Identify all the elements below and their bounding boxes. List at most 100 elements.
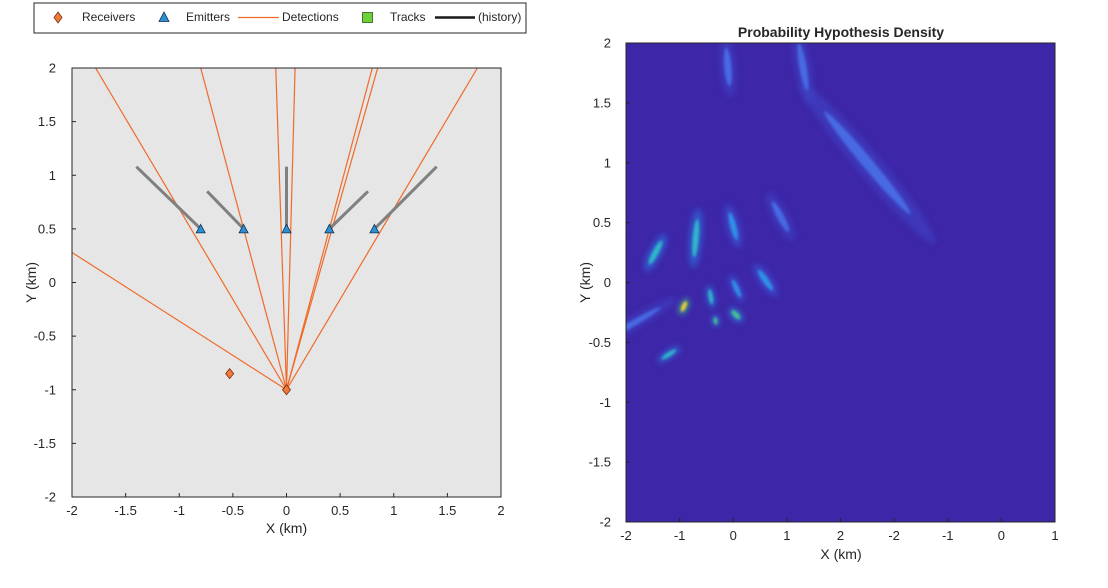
phd-blob-core-1 (692, 219, 700, 258)
phd-blob-0 (644, 233, 667, 272)
detection-line-6 (285, 68, 478, 391)
left-x-tick-label-5: 0.5 (331, 503, 349, 518)
phd-blob-core-4 (824, 111, 911, 215)
phd-plot-area (626, 43, 1055, 522)
legend-label-tracks: Tracks (390, 10, 426, 24)
phd-blob-core-11 (661, 349, 677, 360)
phd-blob-core-3 (771, 201, 790, 232)
legend-label-detections: Detections (282, 10, 339, 24)
left-x-tick-label-8: 2 (497, 503, 504, 518)
phd-x-tick-label-7: 0 (998, 528, 1005, 543)
detection-line-0 (95, 68, 288, 391)
phd-blob-core-7 (731, 279, 742, 298)
phd-x-tick-label-8: 1 (1051, 528, 1058, 543)
track-history-1 (206, 190, 245, 230)
phd-blob-core-2 (728, 212, 738, 241)
phd-x-tick-label-3: 1 (783, 528, 790, 543)
tracking-scene-axes: -2 -1.5 -1 -0.5 0 0.5 1 1.5 2 2 1.5 1 0.5 0 -0.5 -1 -1.5… (23, 61, 505, 537)
phd-y-tick-label-4: 0 (604, 275, 611, 290)
left-x-tick-label-3: -0.5 (222, 503, 244, 518)
track-history-4 (373, 165, 438, 230)
left-plot-content (72, 68, 478, 396)
phd-y-tick-label-1: 1.5 (593, 95, 611, 110)
phd-y-tick-label-7: -1.5 (589, 455, 611, 470)
phd-y-tick-label-2: 1 (604, 155, 611, 170)
left-x-tick-label-6: 1 (390, 503, 397, 518)
legend-label-emitters: Emitters (186, 10, 230, 24)
left-plot-area (72, 68, 501, 497)
phd-x-tick-label-0: -2 (620, 528, 632, 543)
phd-x-tick-label-2: 0 (730, 528, 737, 543)
legend-emitter-marker (158, 11, 170, 22)
phd-x-tick-label-1: -1 (674, 528, 686, 543)
track-history-3 (328, 190, 370, 230)
phd-blob-core-8 (757, 269, 773, 291)
phd-blob-1 (688, 208, 703, 269)
phd-blob-5 (678, 298, 690, 315)
left-x-tick-label-4: 0 (283, 503, 290, 518)
phd-blob-core-0 (648, 240, 663, 265)
left-y-tick-label-8: -2 (44, 490, 56, 505)
left-y-tick-label-6: -1 (44, 382, 56, 397)
left-x-axis-label: X (km) (266, 520, 307, 536)
phd-blob-core-14 (797, 43, 809, 91)
left-x-tick-label-2: -1 (173, 503, 185, 518)
phd-blob-3 (766, 192, 795, 241)
phd-blob-9 (711, 314, 720, 327)
emitter-marker-2 (281, 223, 292, 234)
phd-blob-core-9 (713, 317, 718, 325)
phd-blob-12 (626, 297, 677, 352)
legend-label-receivers: Receivers (82, 10, 135, 24)
left-y-tick-label-0: 2 (49, 61, 56, 76)
left-x-tick-label-0: -2 (66, 503, 78, 518)
phd-blob-2 (724, 204, 742, 248)
left-y-tick-label-1: 1.5 (38, 114, 56, 129)
phd-x-tick-label-6: -1 (942, 528, 954, 543)
receiver-marker-1 (281, 384, 292, 396)
left-y-tick-label-3: 0.5 (38, 221, 56, 236)
phd-blob-core-12 (626, 307, 661, 342)
phd-blob-15 (719, 43, 737, 97)
legend-track-marker (362, 12, 373, 23)
phd-blob-core-5 (680, 301, 688, 312)
phd-blob-core-6 (708, 289, 714, 305)
phd-blob-8 (753, 263, 778, 297)
phd-ticks: -2 -1 0 1 2 -2 -1 0 1 2 1.5 1 0.5 0 -0.5 -1 -1.5 -2 (589, 36, 1059, 544)
phd-heatmap (626, 43, 936, 363)
left-ticks: -2 -1.5 -1 -0.5 0 0.5 1 1.5 2 2 1.5 1 0.5 0 -0.5 -1 -1.5… (34, 61, 505, 519)
emitter-marker-0 (195, 223, 206, 234)
emitter-marker-1 (238, 223, 249, 234)
phd-blob-6 (705, 285, 716, 309)
phd-blob-11 (657, 346, 681, 363)
phd-x-tick-label-5: -2 (888, 528, 900, 543)
legend-label-history: (history) (478, 10, 521, 24)
phd-x-axis-label: X (km) (820, 546, 861, 562)
left-y-tick-label-4: 0 (49, 275, 56, 290)
detection-line-3 (285, 68, 296, 390)
left-y-tick-label-5: -0.5 (34, 329, 56, 344)
left-x-tick-label-1: -1.5 (114, 503, 136, 518)
detection-line-7 (72, 251, 287, 391)
phd-blob-7 (728, 274, 745, 303)
phd-y-tick-label-8: -2 (599, 515, 611, 530)
detection-line-2 (275, 68, 288, 390)
left-x-tick-label-7: 1.5 (438, 503, 456, 518)
phd-y-axis-label: Y (km) (577, 262, 593, 303)
phd-blob-core-15 (723, 47, 732, 87)
track-history-0 (135, 165, 202, 230)
legend: Receivers Emitters Detections Tracks (hi… (33, 2, 527, 34)
receiver-marker-0 (225, 368, 235, 380)
legend-receiver-marker (53, 11, 63, 24)
phd-y-tick-label-3: 0.5 (593, 215, 611, 230)
phd-blob-14 (792, 43, 814, 104)
phd-title: Probability Hypothesis Density (738, 24, 944, 40)
phd-blob-4 (799, 82, 936, 244)
phd-x-tick-label-4: 2 (837, 528, 844, 543)
left-y-tick-label-7: -1.5 (34, 436, 56, 451)
emitter-marker-3 (324, 223, 335, 234)
left-y-tick-label-2: 1 (49, 168, 56, 183)
phd-blob-core-10 (731, 310, 741, 320)
emitter-marker-4 (369, 223, 380, 234)
phd-y-tick-label-5: -0.5 (589, 335, 611, 350)
